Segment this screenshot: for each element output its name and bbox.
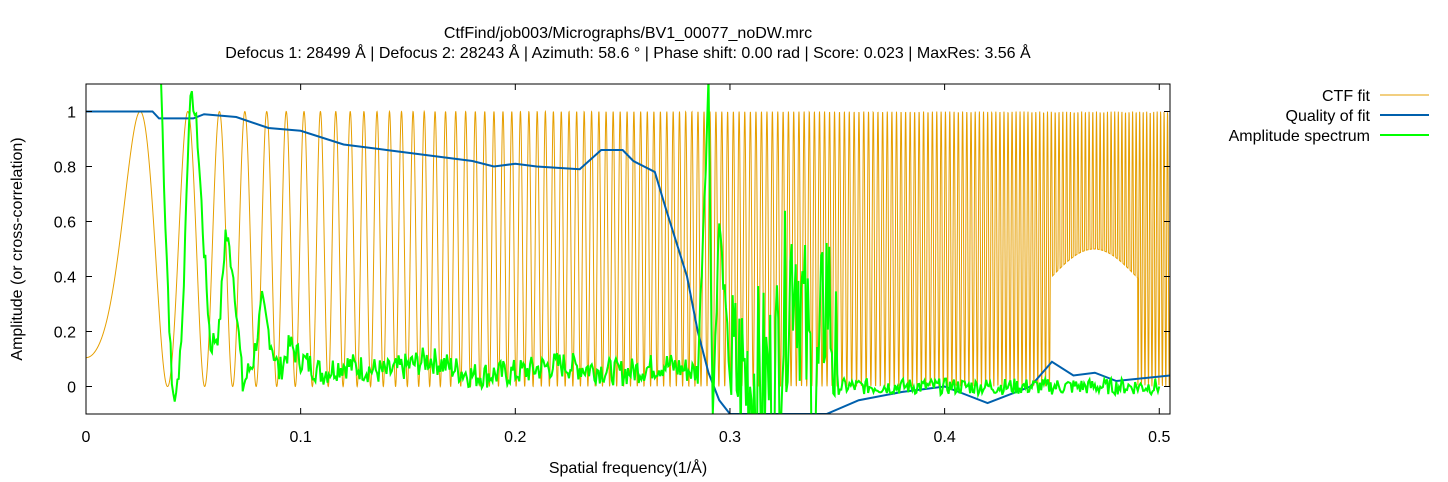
- x-tick-label: 0.1: [290, 429, 312, 446]
- chart-legend: CTF fit Quality of fit Amplitude spectrum: [1229, 88, 1429, 145]
- plot-area: 0 0.1 0.2 0.3 0.4 0.5 0 0.2 0.4 0.6 0.8 1: [54, 83, 1171, 446]
- legend-label-ctf-fit: CTF fit: [1322, 88, 1371, 105]
- x-tick-label: 0.5: [1148, 429, 1170, 446]
- x-axis-label: Spatial frequency(1/Å): [549, 458, 707, 477]
- y-axis-ticks: 0 0.2 0.4 0.6 0.8 1: [54, 105, 1170, 397]
- series-layer: [86, 84, 1170, 414]
- plot-frame: [85, 83, 1171, 415]
- y-tick-label: 1: [67, 105, 76, 122]
- chart-subtitle: Defocus 1: 28499 Å | Defocus 2: 28243 Å …: [225, 43, 1031, 62]
- y-tick-label: 0.4: [54, 270, 76, 287]
- series-line-amplitude-spectrum: [160, 84, 1161, 414]
- x-axis-ticks: 0 0.1 0.2 0.3 0.4 0.5: [82, 84, 1170, 446]
- series-line-quality-of-fit: [86, 110, 1170, 414]
- y-tick-label: 0.2: [54, 325, 76, 342]
- legend-label-amplitude-spectrum: Amplitude spectrum: [1229, 128, 1370, 145]
- x-tick-label: 0: [82, 429, 91, 446]
- x-tick-label: 0.4: [933, 429, 955, 446]
- y-tick-label: 0.8: [54, 160, 76, 177]
- y-axis-label: Amplitude (or cross-correlation): [9, 137, 26, 360]
- legend-label-quality-of-fit: Quality of fit: [1286, 108, 1371, 125]
- x-tick-label: 0.2: [504, 429, 526, 446]
- y-tick-label: 0: [67, 380, 76, 397]
- chart-title: CtfFind/job003/Micrographs/BV1_00077_noD…: [444, 25, 812, 42]
- y-tick-label: 0.6: [54, 215, 76, 232]
- series-line-ctf-fit: [86, 109, 1170, 389]
- x-tick-label: 0.3: [719, 429, 741, 446]
